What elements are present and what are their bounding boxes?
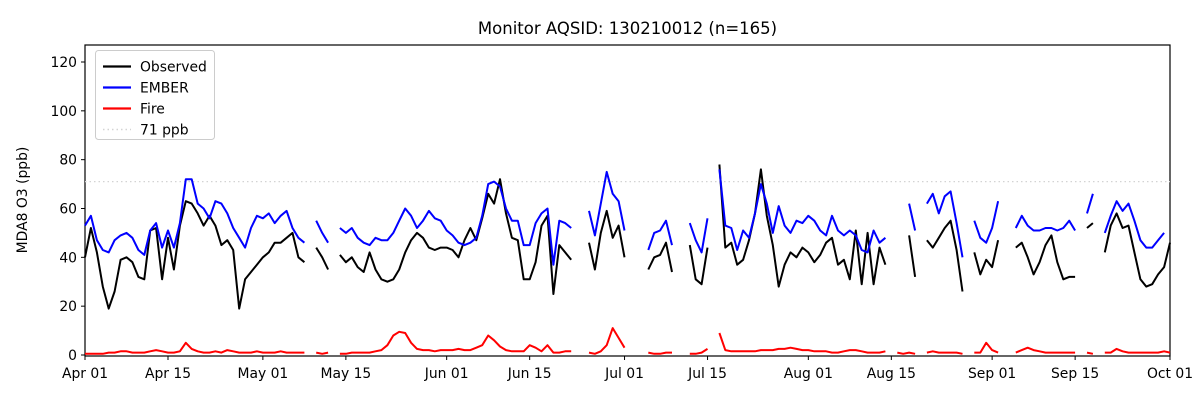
fire-line: [85, 327, 1171, 355]
legend: Observed EMBER Fire 71 ppb: [95, 50, 215, 140]
legend-fire-label: Fire: [140, 102, 165, 118]
y-axis-label: MDA8 O3 (ppb): [15, 147, 31, 254]
x-tick-label: Apr 15: [145, 366, 191, 382]
y-tick-label: 60: [59, 201, 77, 217]
observed-line: [84, 164, 1171, 310]
y-tick-label: 120: [50, 55, 77, 71]
x-tick-label: May 01: [237, 366, 288, 382]
y-tick-label: 0: [68, 348, 77, 364]
x-tick-label: Aug 01: [784, 366, 833, 382]
x-tick-label: Jul 01: [604, 366, 644, 382]
x-tick-label: Sep 15: [1051, 366, 1099, 382]
legend-threshold-label: 71 ppb: [140, 123, 189, 139]
axis-ticks: 0 20 40 60 80 100 120 Apr 01 Apr 15 May 01 May 15 J…: [50, 55, 1193, 382]
plot-border: [84, 44, 1171, 357]
x-tick-label: Jun 15: [507, 366, 552, 382]
legend-observed-label: Observed: [140, 60, 207, 76]
chart-title: Monitor AQSID: 130210012 (n=165): [478, 19, 777, 38]
x-tick-label: Jul 15: [687, 366, 727, 382]
x-tick-label: Jun 01: [424, 366, 469, 382]
x-tick-label: Aug 15: [867, 366, 916, 382]
x-tick-label: Oct 01: [1147, 366, 1193, 382]
y-tick-label: 100: [50, 104, 77, 120]
y-tick-label: 40: [59, 250, 77, 266]
legend-ember-label: EMBER: [140, 81, 189, 97]
x-tick-label: Apr 01: [62, 366, 108, 382]
y-tick-label: 80: [59, 153, 77, 169]
data-series: [84, 164, 1171, 355]
x-tick-label: Sep 01: [968, 366, 1016, 382]
x-tick-label: May 15: [320, 366, 371, 382]
y-tick-label: 20: [59, 299, 77, 315]
ember-line: [84, 169, 1165, 266]
legend-box: [95, 50, 215, 140]
